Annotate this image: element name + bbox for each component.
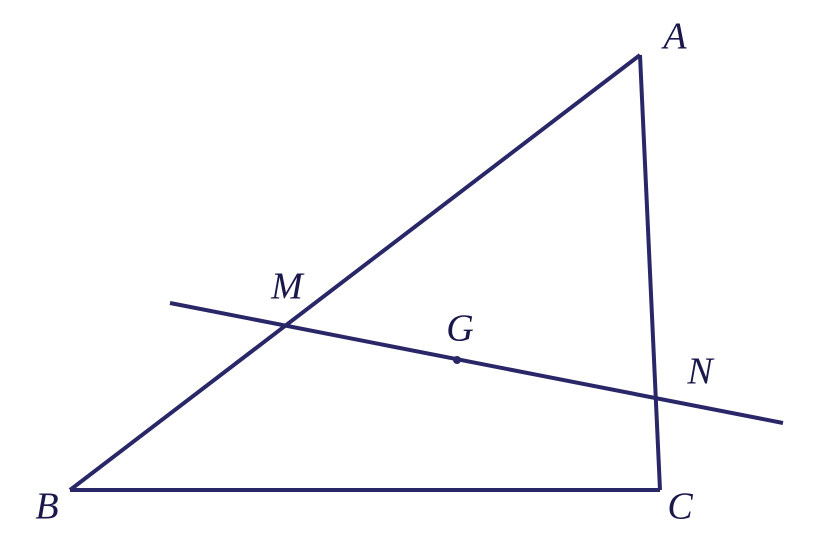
label-b: B — [35, 486, 58, 528]
label-m: M — [270, 266, 305, 308]
point-g-dot — [453, 356, 461, 364]
label-g: G — [446, 308, 473, 350]
segment-A-B — [70, 55, 640, 490]
label-c: C — [667, 486, 693, 528]
label-a: A — [660, 16, 687, 58]
segment-C-A — [640, 55, 660, 490]
diagram-lines — [70, 55, 783, 490]
label-n: N — [686, 351, 715, 393]
